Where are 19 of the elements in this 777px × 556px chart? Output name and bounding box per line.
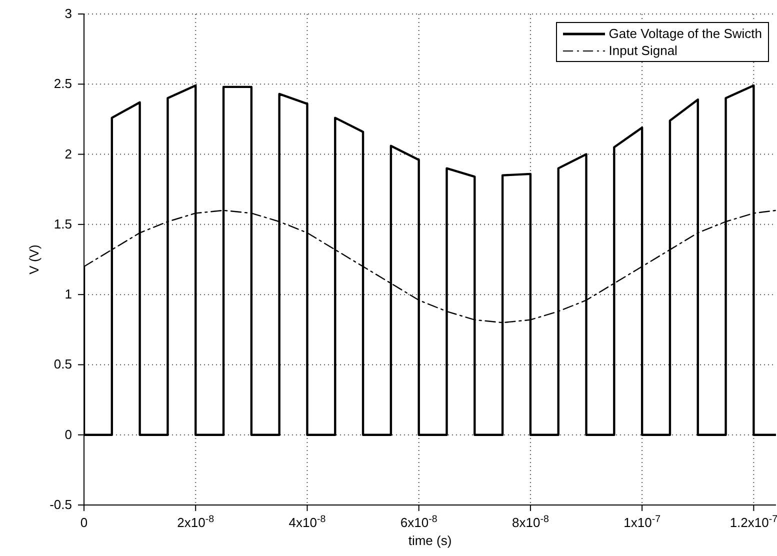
x-tick-label: 8x10$^{-8}$ — [512, 514, 549, 530]
legend-label: Input Signal — [608, 43, 678, 58]
y-tick-label: -0.5 — [50, 497, 72, 512]
y-tick-label: 2.5 — [54, 76, 72, 92]
y-tick-label: 2 — [64, 146, 72, 162]
y-tick-label: 0 — [64, 426, 72, 442]
legend-label: Gate Voltage of the Swicth — [608, 26, 762, 41]
x-tick-label: 4x10$^{-8}$ — [288, 514, 326, 530]
y-axis-title: V (V) — [26, 244, 42, 274]
x-tick-label: 6x10$^{-8}$ — [400, 514, 438, 530]
y-tick-label: 0.5 — [54, 356, 72, 372]
x-tick-label: 1x10$^{-7}$ — [624, 514, 660, 530]
x-axis-title: time (s) — [408, 533, 452, 548]
y-tick-label: 3 — [64, 6, 72, 21]
y-tick-label: 1 — [64, 286, 72, 302]
x-tick-label: 0 — [80, 515, 88, 530]
x-tick-label: 2x10$^{-8}$ — [177, 514, 214, 530]
y-tick-label: 1.5 — [54, 216, 72, 232]
x-tick-label: 1.2x10$^{-7}$ — [730, 514, 777, 530]
